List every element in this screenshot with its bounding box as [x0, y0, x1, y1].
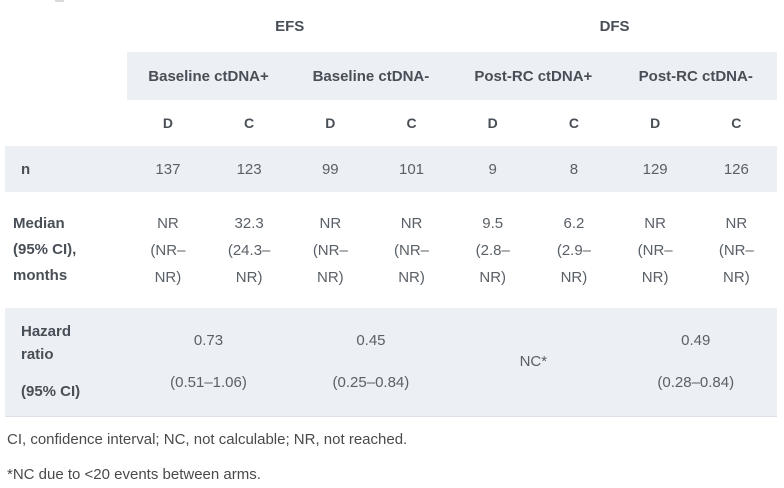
median-value: 32.3 — [234, 214, 264, 232]
n-value: 101 — [370, 146, 453, 192]
arm-header: C — [406, 115, 417, 131]
arm-header-spacer — [5, 100, 127, 146]
median-ci-open: (24.3– — [227, 241, 271, 259]
n-row: n 137 123 99 101 9 8 129 126 — [5, 146, 777, 192]
group-header-row: Baseline ctDNA+ Baseline ctDNA- Post-RC … — [5, 52, 777, 100]
efs-dfs-outcomes-table: EFS DFS Baseline ctDNA+ Baseline ctDNA- … — [5, 0, 777, 417]
n-value: 99 — [289, 146, 371, 192]
hazard-value: 0.45 — [356, 331, 386, 349]
hazard-cell-postrc-ctdna-pos: NC* — [452, 308, 615, 417]
median-cell: NR (NR– NR) — [696, 192, 777, 308]
group-header-postrc-ctdna-neg: Post-RC ctDNA- — [614, 52, 777, 100]
arm-header: D — [650, 115, 661, 131]
group-header-baseline-ctdna-neg: Baseline ctDNA- — [289, 52, 453, 100]
hazard-cell-baseline-ctdna-pos: 0.73 (0.51–1.06) — [127, 308, 290, 417]
arm-header: C — [731, 115, 742, 131]
median-row-label: Median (95% CI), months — [5, 192, 127, 308]
hazard-value: 0.73 — [193, 331, 224, 349]
nc-footnote: *NC due to <20 events between arms. — [7, 465, 261, 483]
n-value: 9 — [452, 146, 534, 192]
arm-header: C — [244, 115, 255, 131]
median-ci-open: (NR– — [637, 241, 673, 259]
median-label-line: Median — [13, 215, 65, 232]
hazard-label-ci: (95% CI) — [21, 383, 81, 401]
n-value: 126 — [695, 146, 777, 192]
median-label-line: months — [13, 267, 68, 284]
median-cell: NR (NR– NR) — [615, 192, 696, 308]
median-ci-open: (NR– — [312, 241, 348, 259]
hazard-ci: (0.51–1.06) — [170, 373, 247, 391]
arm-header: C — [568, 115, 579, 131]
corner-spacer — [5, 0, 127, 52]
median-ci-close: NR) — [723, 268, 750, 286]
median-cell: 9.5 (2.8– NR) — [452, 192, 533, 308]
median-cell: NR (NR– NR) — [290, 192, 371, 308]
median-ci-close: NR) — [641, 268, 669, 286]
abbreviations-footnote: CI, confidence interval; NC, not calcula… — [7, 430, 408, 448]
hazard-value: 0.49 — [681, 331, 711, 349]
hazard-cell-baseline-ctdna-neg: 0.45 (0.25–0.84) — [289, 308, 453, 417]
group-header-spacer — [5, 52, 127, 100]
median-ci-open: (NR– — [718, 241, 754, 259]
median-ci-open: (NR– — [150, 241, 186, 259]
median-cell: 6.2 (2.9– NR) — [533, 192, 614, 308]
median-label-line: (95% CI), — [13, 241, 77, 258]
hazard-cell-postrc-ctdna-neg: 0.49 (0.28–0.84) — [614, 308, 777, 417]
median-ci-close: NR) — [398, 268, 425, 286]
median-value: NR — [157, 214, 179, 232]
n-value: 129 — [614, 146, 696, 192]
hazard-row-label: Hazard ratio (95% CI) — [5, 308, 128, 417]
hazard-ci: (0.25–0.84) — [332, 373, 410, 391]
hazard-label-title: Hazard ratio — [21, 323, 72, 364]
arm-header-row: D C D C D C D C — [5, 100, 777, 146]
median-row: Median (95% CI), months NR (NR– NR) 32.3… — [5, 192, 777, 308]
median-ci-close: NR) — [154, 268, 182, 286]
n-value: 123 — [208, 146, 290, 192]
section-header-row: EFS DFS — [5, 0, 777, 52]
group-header-baseline-ctdna-pos: Baseline ctDNA+ — [127, 52, 290, 100]
n-row-label: n — [5, 146, 128, 192]
median-ci-open: (2.8– — [475, 241, 510, 259]
median-ci-open: (2.9– — [556, 241, 592, 259]
section-header-dfs: DFS — [599, 17, 630, 35]
group-header-postrc-ctdna-pos: Post-RC ctDNA+ — [452, 52, 615, 100]
median-value: 9.5 — [482, 214, 504, 232]
hazard-value: NC* — [519, 352, 548, 370]
median-cell: NR (NR– NR) — [371, 192, 452, 308]
median-ci-open: (NR– — [394, 241, 430, 259]
hazard-ratio-row: Hazard ratio (95% CI) 0.73 (0.51–1.06) 0… — [5, 308, 777, 417]
median-value: 6.2 — [563, 214, 585, 232]
hazard-ci: (0.28–0.84) — [657, 373, 735, 391]
median-ci-close: NR) — [235, 268, 263, 286]
median-value: NR — [319, 214, 342, 232]
n-value: 137 — [127, 146, 209, 192]
section-header-efs: EFS — [275, 17, 305, 35]
arm-header: D — [325, 115, 336, 131]
median-cell: NR (NR– NR) — [127, 192, 208, 308]
n-value: 8 — [533, 146, 615, 192]
arm-header: D — [487, 115, 498, 131]
median-ci-close: NR) — [560, 268, 588, 286]
median-cell: 32.3 (24.3– NR) — [209, 192, 290, 308]
median-value: NR — [644, 214, 666, 232]
median-value: NR — [400, 214, 423, 232]
median-value: NR — [725, 214, 748, 232]
median-ci-close: NR) — [316, 268, 344, 286]
cropped-text-artifact — [55, 0, 64, 2]
median-ci-close: NR) — [479, 268, 507, 286]
arm-header: D — [162, 115, 173, 131]
